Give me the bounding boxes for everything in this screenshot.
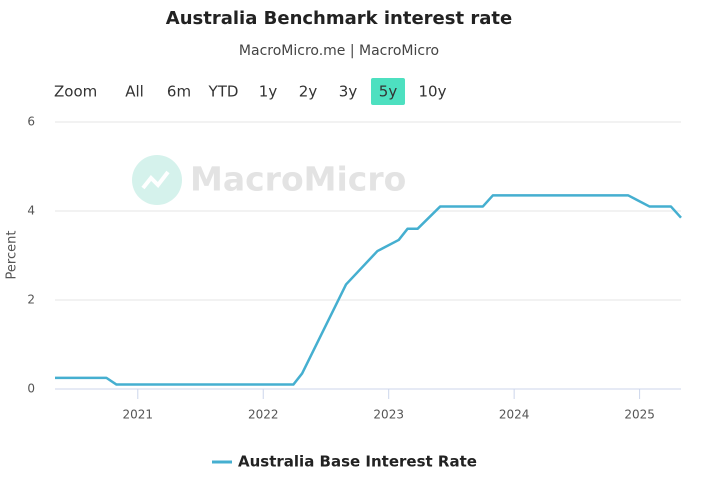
x-tick-label: 2024 xyxy=(499,408,530,422)
range-button-label[interactable]: 6m xyxy=(167,83,191,101)
chart-title: Australia Benchmark interest rate xyxy=(166,8,512,29)
range-button[interactable]: YTD xyxy=(208,83,239,101)
x-tick-label: 2022 xyxy=(248,408,279,422)
range-button-label[interactable]: 10y xyxy=(419,83,447,101)
range-button-label[interactable]: 3y xyxy=(339,83,358,101)
range-button[interactable]: 10y xyxy=(419,83,447,101)
watermark-icon xyxy=(141,170,170,190)
y-tick-label: 4 xyxy=(27,204,35,218)
x-tick-label: 2023 xyxy=(373,408,404,422)
range-button-label[interactable]: 2y xyxy=(299,83,318,101)
range-button-bg xyxy=(371,78,405,105)
legend-label: Australia Base Interest Rate xyxy=(238,453,477,471)
legend-item[interactable]: Australia Base Interest Rate xyxy=(212,453,477,471)
x-tick-label: 2025 xyxy=(624,408,655,422)
y-tick-label: 6 xyxy=(27,115,35,129)
x-tick-label: 2021 xyxy=(123,408,154,422)
y-tick-label: 2 xyxy=(27,293,35,307)
watermark-logo xyxy=(132,155,182,205)
watermark: MacroMicro xyxy=(132,155,406,205)
range-button-label[interactable]: 1y xyxy=(259,83,278,101)
range-button-label[interactable]: All xyxy=(125,83,144,101)
range-button[interactable]: 3y xyxy=(339,83,358,101)
watermark-text: MacroMicro xyxy=(190,160,406,199)
chart-subtitle: MacroMicro.me | MacroMicro xyxy=(239,43,439,59)
range-button[interactable]: All xyxy=(125,83,144,101)
y-tick-label: 0 xyxy=(27,382,35,396)
data-line xyxy=(55,194,682,386)
y-axis-label: Percent xyxy=(5,231,20,280)
range-button[interactable]: 2y xyxy=(299,83,318,101)
zoom-label: Zoom xyxy=(54,83,97,101)
range-button-label[interactable]: 5y xyxy=(379,83,398,101)
range-button[interactable]: 5y xyxy=(371,78,405,105)
range-button[interactable]: 1y xyxy=(259,83,278,101)
range-button[interactable]: 6m xyxy=(167,83,191,101)
range-button-label[interactable]: YTD xyxy=(208,83,239,101)
